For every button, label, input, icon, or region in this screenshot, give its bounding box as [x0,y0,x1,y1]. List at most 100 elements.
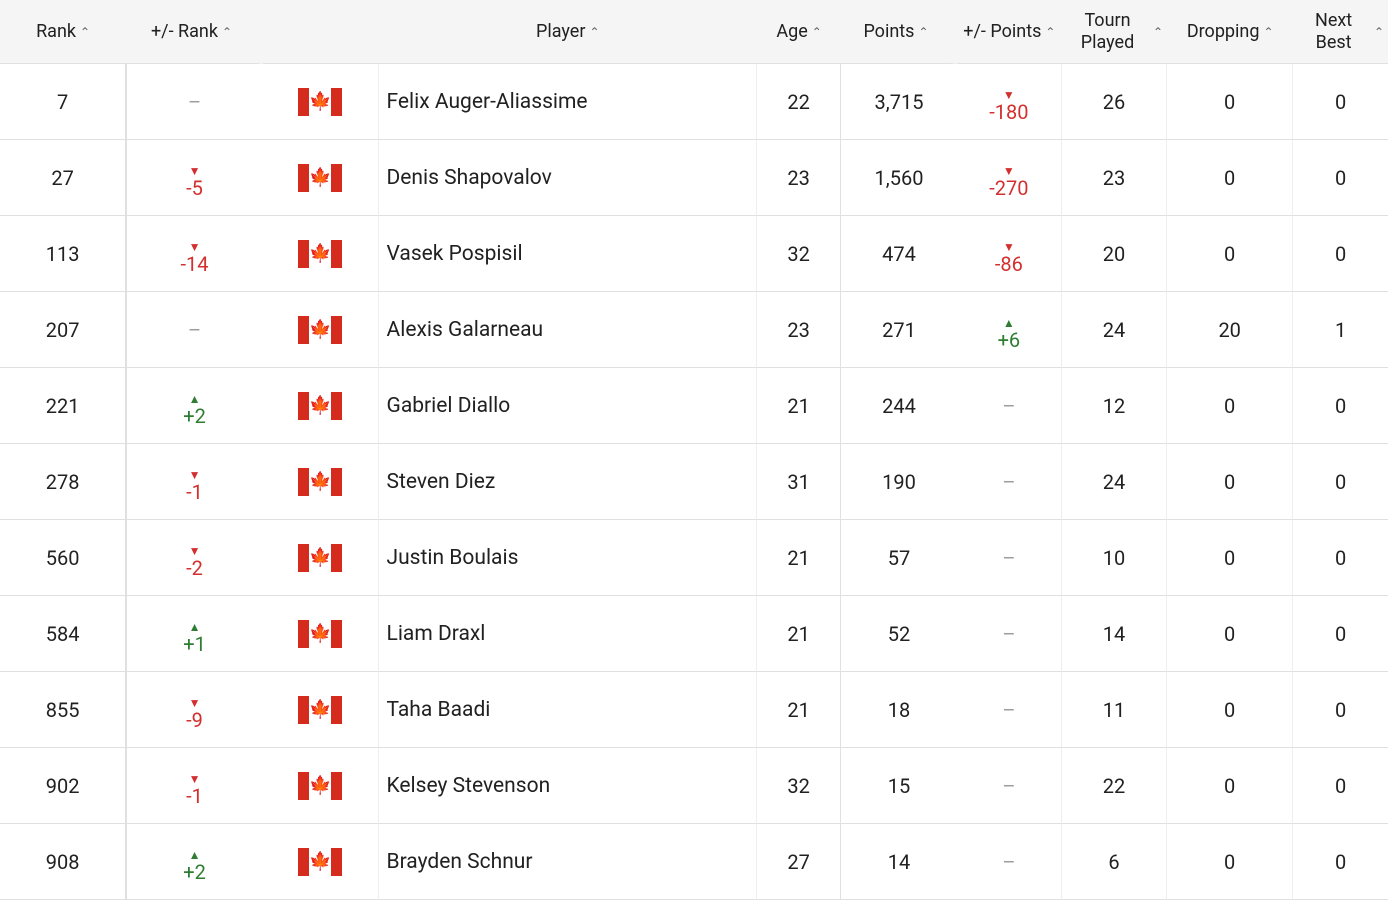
cell-points: 190 [841,444,957,520]
cell-points-change: ▼-270 [957,140,1062,216]
cell-points: 18 [841,672,957,748]
table-row[interactable]: 902▼-1🍁Kelsey Stevenson3215–2200 [0,748,1388,824]
cell-next-best: 0 [1293,216,1388,292]
cell-flag: 🍁 [263,368,379,444]
table-row[interactable]: 855▼-9🍁Taha Baadi2118–1100 [0,672,1388,748]
flag-canada-icon: 🍁 [298,392,342,420]
cell-player-name[interactable]: Steven Diez [379,444,758,520]
cell-next-best: 0 [1293,672,1388,748]
cell-points-change: – [957,520,1062,596]
cell-next-best: 1 [1293,292,1388,368]
col-header-points[interactable]: Points⌃ [841,0,957,64]
cell-rank: 221 [0,368,126,444]
cell-flag: 🍁 [263,596,379,672]
sort-caret-icon: ⌃ [1045,26,1055,38]
table-body: 7–🍁Felix Auger-Aliassime223,715▼-1802600… [0,64,1388,900]
cell-points: 1,560 [841,140,957,216]
cell-player-name[interactable]: Brayden Schnur [379,824,758,900]
rank-change-none: – [188,91,201,113]
col-label: Age [776,21,807,43]
cell-dropping: 0 [1167,672,1293,748]
rank-change: ▼-1 [186,773,203,807]
cell-points-change: – [957,748,1062,824]
table-row[interactable]: 278▼-1🍁Steven Diez31190–2400 [0,444,1388,520]
cell-tourn-played: 24 [1062,444,1167,520]
cell-player-name[interactable]: Gabriel Diallo [379,368,758,444]
cell-points: 271 [841,292,957,368]
cell-next-best: 0 [1293,368,1388,444]
cell-player-name[interactable]: Taha Baadi [379,672,758,748]
cell-tourn-played: 10 [1062,520,1167,596]
table-row[interactable]: 113▼-14🍁Vasek Pospisil32474▼-862000 [0,216,1388,292]
cell-points-change: – [957,672,1062,748]
cell-player-name[interactable]: Justin Boulais [379,520,758,596]
rank-change: ▲+2 [183,849,206,883]
table-row[interactable]: 908▲+2🍁Brayden Schnur2714–600 [0,824,1388,900]
points-change-value: -270 [989,177,1028,199]
cell-rank: 908 [0,824,126,900]
cell-player-name[interactable]: Liam Draxl [379,596,758,672]
sort-caret-icon: ⌃ [1263,26,1273,38]
cell-rank: 7 [0,64,126,140]
rank-change: ▲+2 [183,393,206,427]
points-change-none: – [1002,623,1015,645]
cell-next-best: 0 [1293,520,1388,596]
col-header-rank[interactable]: Rank⌃ [0,0,126,64]
rank-change-value: -5 [186,177,203,199]
points-change-value: +6 [998,329,1021,351]
cell-flag: 🍁 [263,824,379,900]
table-row[interactable]: 560▼-2🍁Justin Boulais2157–1000 [0,520,1388,596]
cell-points-change: ▼-180 [957,64,1062,140]
flag-canada-icon: 🍁 [298,696,342,724]
cell-rank-change: ▼-14 [126,216,263,292]
cell-rank-change: ▲+2 [126,368,263,444]
rank-change-value: -14 [181,253,209,275]
cell-age: 22 [757,64,841,140]
flag-canada-icon: 🍁 [298,240,342,268]
cell-age: 21 [757,368,841,444]
cell-rank-change: ▼-2 [126,520,263,596]
cell-points: 474 [841,216,957,292]
table-row[interactable]: 7–🍁Felix Auger-Aliassime223,715▼-1802600 [0,64,1388,140]
cell-points-change: ▼-86 [957,216,1062,292]
cell-age: 21 [757,596,841,672]
col-header-player[interactable]: Player⌃ [379,0,758,64]
points-change: ▼-180 [989,89,1028,123]
col-header-rank-change[interactable]: +/- Rank⌃ [126,0,263,64]
table-row[interactable]: 584▲+1🍁Liam Draxl2152–1400 [0,596,1388,672]
cell-age: 27 [757,824,841,900]
table-row[interactable]: 221▲+2🍁Gabriel Diallo21244–1200 [0,368,1388,444]
col-label: Points [863,21,914,43]
col-header-next-best[interactable]: Next Best⌃ [1293,0,1388,64]
cell-age: 32 [757,748,841,824]
rank-change-value: -2 [186,557,203,579]
cell-next-best: 0 [1293,596,1388,672]
cell-next-best: 0 [1293,444,1388,520]
cell-rank-change: ▲+1 [126,596,263,672]
cell-points-change: – [957,596,1062,672]
cell-dropping: 0 [1167,748,1293,824]
col-header-dropping[interactable]: Dropping⌃ [1167,0,1293,64]
cell-player-name[interactable]: Vasek Pospisil [379,216,758,292]
points-change-none: – [1002,851,1015,873]
col-label: +/- Points [963,21,1041,43]
cell-age: 23 [757,292,841,368]
rank-change: ▼-5 [186,165,203,199]
cell-player-name[interactable]: Kelsey Stevenson [379,748,758,824]
cell-points-change: – [957,824,1062,900]
cell-tourn-played: 6 [1062,824,1167,900]
cell-player-name[interactable]: Alexis Galarneau [379,292,758,368]
col-header-points-change[interactable]: +/- Points ⌃ [957,0,1062,64]
table-row[interactable]: 27▼-5🍁Denis Shapovalov231,560▼-2702300 [0,140,1388,216]
cell-tourn-played: 12 [1062,368,1167,444]
cell-tourn-played: 22 [1062,748,1167,824]
cell-dropping: 0 [1167,520,1293,596]
col-header-tourn-played[interactable]: Tourn Played⌃ [1062,0,1167,64]
col-header-age[interactable]: Age⌃ [757,0,841,64]
points-change-none: – [1002,775,1015,797]
cell-player-name[interactable]: Denis Shapovalov [379,140,758,216]
points-change: ▼-270 [989,165,1028,199]
cell-player-name[interactable]: Felix Auger-Aliassime [379,64,758,140]
table-row[interactable]: 207–🍁Alexis Galarneau23271▲+624201 [0,292,1388,368]
cell-next-best: 0 [1293,140,1388,216]
